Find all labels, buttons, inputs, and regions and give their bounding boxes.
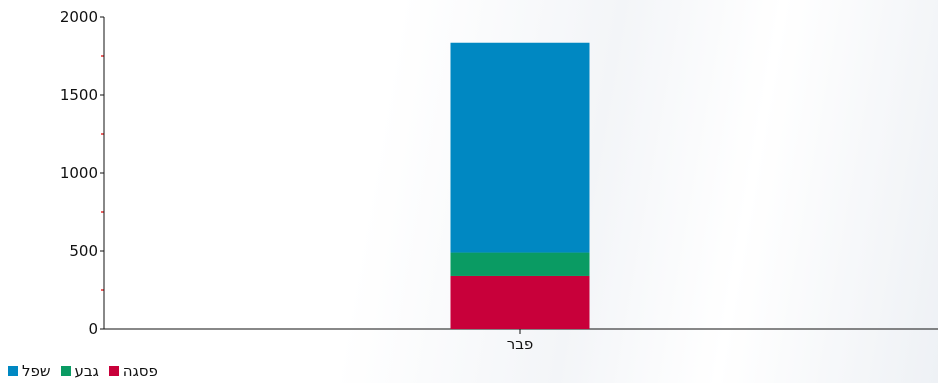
y-axis-ticks: 0 500 1000 1500 2000 <box>60 8 104 338</box>
legend-item-series-0[interactable]: פסגה <box>108 362 158 380</box>
y-tick-label: 1500 <box>60 86 98 104</box>
legend-swatch-series-1 <box>60 366 71 376</box>
legend-label-series-2: שפל <box>22 362 51 380</box>
y-tick-label: 1000 <box>60 164 98 182</box>
y-tick-label: 500 <box>69 242 98 260</box>
legend-swatch-series-0 <box>108 366 119 376</box>
legend-label-series-1: גבע <box>74 362 99 380</box>
y-tick-label: 0 <box>88 320 98 338</box>
legend-item-series-2[interactable]: שפל <box>8 362 51 380</box>
bar-segment-1-0[interactable] <box>450 252 590 276</box>
legend-swatch-series-2 <box>8 366 18 376</box>
legend-label-series-0: פסגה <box>122 362 158 380</box>
legend: פסגה גבע שפל <box>8 362 158 380</box>
y-tick-label: 2000 <box>60 8 98 26</box>
bar-segments <box>450 42 590 329</box>
legend-item-series-1[interactable]: גבע <box>60 362 99 380</box>
x-tick-label: פבר <box>507 335 534 353</box>
bar-segment-0-0[interactable] <box>450 275 590 329</box>
x-axis-labels: פבר <box>507 329 534 353</box>
bar-segment-2-0[interactable] <box>450 42 590 253</box>
